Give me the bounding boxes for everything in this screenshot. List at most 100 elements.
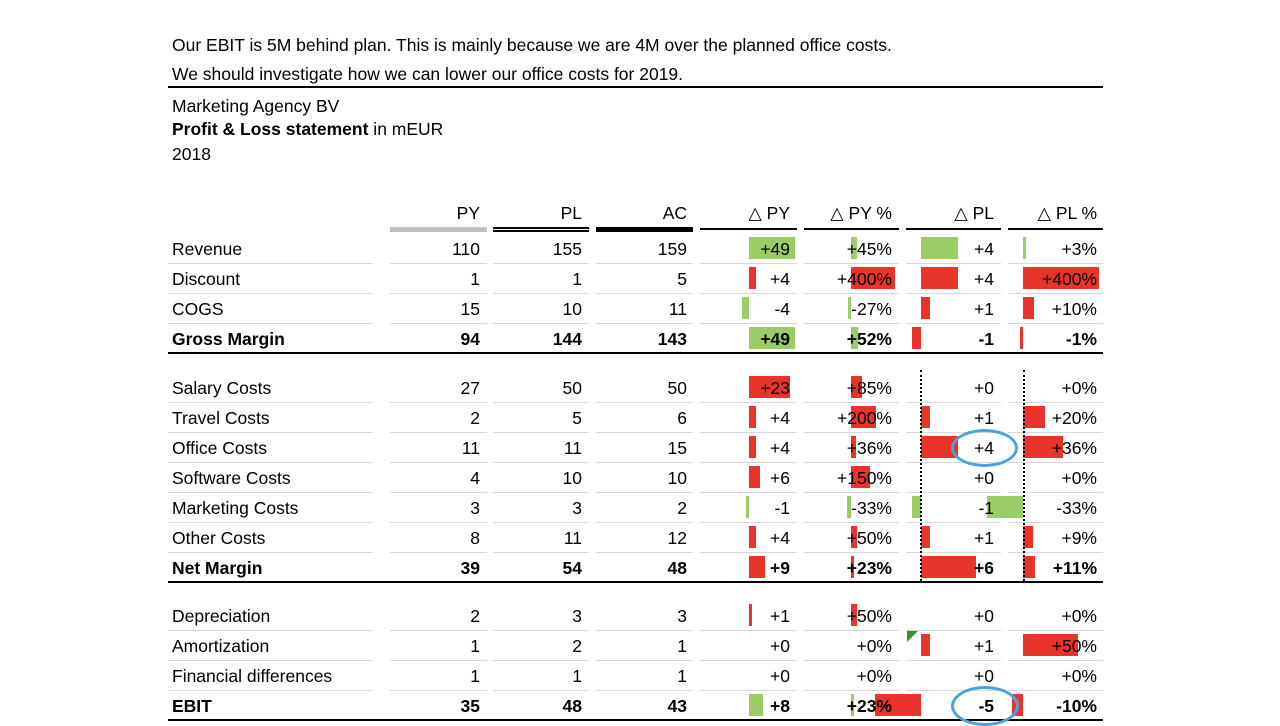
- row-label: Amortization: [172, 636, 270, 656]
- variance-bar-dpy: [749, 694, 764, 716]
- row-separator: [168, 492, 373, 493]
- variance-bar-dpl_pct: [1020, 327, 1023, 349]
- row-separator: [493, 552, 589, 553]
- commentary-line-2: We should investigate how we can lower o…: [172, 64, 684, 84]
- row-separator: [804, 522, 899, 523]
- row-separator: [906, 690, 1001, 691]
- cell-py: 1: [470, 269, 480, 289]
- report-title-unit: in mEUR: [368, 119, 444, 139]
- row-separator: [596, 323, 693, 324]
- row-separator: [700, 552, 797, 553]
- cell-dpy_pct: +150%: [837, 468, 892, 488]
- row-separator: [1008, 522, 1103, 523]
- row-separator: [596, 552, 693, 553]
- cell-ac: 15: [667, 438, 687, 458]
- row-separator: [596, 432, 693, 433]
- table-row: Marketing Costs 3 3 2 -1 -33% -1 -33%: [168, 493, 1103, 523]
- variance-bar-dpy: [749, 327, 795, 349]
- cell-ac: 5: [677, 269, 687, 289]
- row-separator: [804, 690, 899, 691]
- cell-dpy: +4: [770, 269, 790, 289]
- variance-bar-dpy_pct: [851, 604, 858, 626]
- cell-dpl: +0: [974, 378, 994, 398]
- cell-ac: 1: [677, 636, 687, 656]
- cell-py: 35: [460, 696, 480, 716]
- header-delta-py-pct: △ PY %: [830, 203, 892, 223]
- cell-py: 39: [460, 558, 480, 578]
- row-separator: [906, 522, 1001, 523]
- cell-dpy: +0: [770, 636, 790, 656]
- variance-bar-dpl_pct: [1023, 406, 1045, 428]
- row-separator: [168, 552, 373, 553]
- report-title-bold: Profit & Loss statement: [172, 119, 369, 139]
- row-separator: [596, 492, 693, 493]
- cell-dpy_pct: +85%: [846, 378, 892, 398]
- cell-dpy: +4: [770, 438, 790, 458]
- row-separator: [168, 522, 373, 523]
- header-pl-marker: [493, 227, 589, 232]
- variance-bar-dpl: [921, 556, 977, 578]
- row-separator: [700, 492, 797, 493]
- cell-dpl: +4: [974, 239, 994, 259]
- variance-bar-dpl: [921, 267, 958, 289]
- cell-dpl_pct: +10%: [1051, 299, 1097, 319]
- cell-py: 8: [470, 528, 480, 548]
- company-name: Marketing Agency BV: [172, 96, 340, 116]
- cell-dpy: -4: [774, 299, 790, 319]
- table-row: Financial differences 1 1 1 +0 +0% +0 +0%: [168, 661, 1103, 691]
- row-separator: [906, 432, 1001, 433]
- cell-ac: 10: [667, 468, 687, 488]
- cell-pl: 5: [572, 408, 582, 428]
- row-separator: [906, 293, 1001, 294]
- cell-py: 2: [470, 606, 480, 626]
- row-separator: [804, 293, 899, 294]
- axis-delta-pl: [920, 370, 922, 581]
- row-separator: [906, 660, 1001, 661]
- header-delta-pl-rule: [906, 228, 1001, 230]
- row-separator: [804, 263, 899, 264]
- row-separator: [804, 552, 899, 553]
- row-separator: [804, 323, 899, 324]
- row-separator: [390, 432, 487, 433]
- row-separator: [906, 402, 1001, 403]
- row-separator: [493, 492, 589, 493]
- cell-py: 11: [461, 438, 480, 458]
- cell-dpl: +1: [974, 408, 994, 428]
- row-separator: [390, 630, 487, 631]
- variance-bar-dpl: [921, 436, 958, 458]
- row-separator: [390, 552, 487, 553]
- row-separator: [493, 432, 589, 433]
- cell-dpy_pct: +0%: [856, 666, 892, 686]
- row-separator: [168, 323, 373, 324]
- variance-bar-dpy: [749, 237, 795, 259]
- cell-dpy_pct: +0%: [856, 636, 892, 656]
- cell-dpy_pct: +50%: [846, 606, 892, 626]
- variance-bar-dpy: [741, 297, 749, 319]
- commentary-divider: [168, 86, 1103, 88]
- variance-bar-dpy_pct: [846, 496, 851, 518]
- cell-pl: 144: [552, 329, 582, 349]
- cell-dpl_pct: +20%: [1051, 408, 1097, 428]
- variance-bar-dpy: [749, 436, 757, 458]
- row-label: Depreciation: [172, 606, 271, 626]
- cell-dpy_pct: +23%: [846, 696, 892, 716]
- cell-dpy: +1: [770, 606, 790, 626]
- cell-dpl: -1: [978, 498, 994, 518]
- row-label: Net Margin: [172, 558, 263, 578]
- row-separator: [700, 462, 797, 463]
- table-row: Net Margin 39 54 48 +9 +23% +6 +11%: [168, 553, 1103, 583]
- row-separator: [390, 462, 487, 463]
- row-separator: [700, 630, 797, 631]
- cell-pl: 11: [563, 438, 582, 458]
- cell-dpy_pct: -33%: [851, 498, 892, 518]
- header-ac-marker: [596, 227, 693, 232]
- row-separator: [700, 402, 797, 403]
- variance-bar-dpy_pct: [851, 376, 862, 398]
- variance-bar-dpy_pct: [847, 297, 851, 319]
- cell-dpl_pct: +9%: [1061, 528, 1097, 548]
- variance-bar-dpy_pct: [851, 237, 857, 259]
- row-separator: [168, 630, 373, 631]
- row-separator: [493, 402, 589, 403]
- table-row: Travel Costs 2 5 6 +4 +200% +1 +20%: [168, 403, 1103, 433]
- cell-dpl_pct: +0%: [1061, 666, 1097, 686]
